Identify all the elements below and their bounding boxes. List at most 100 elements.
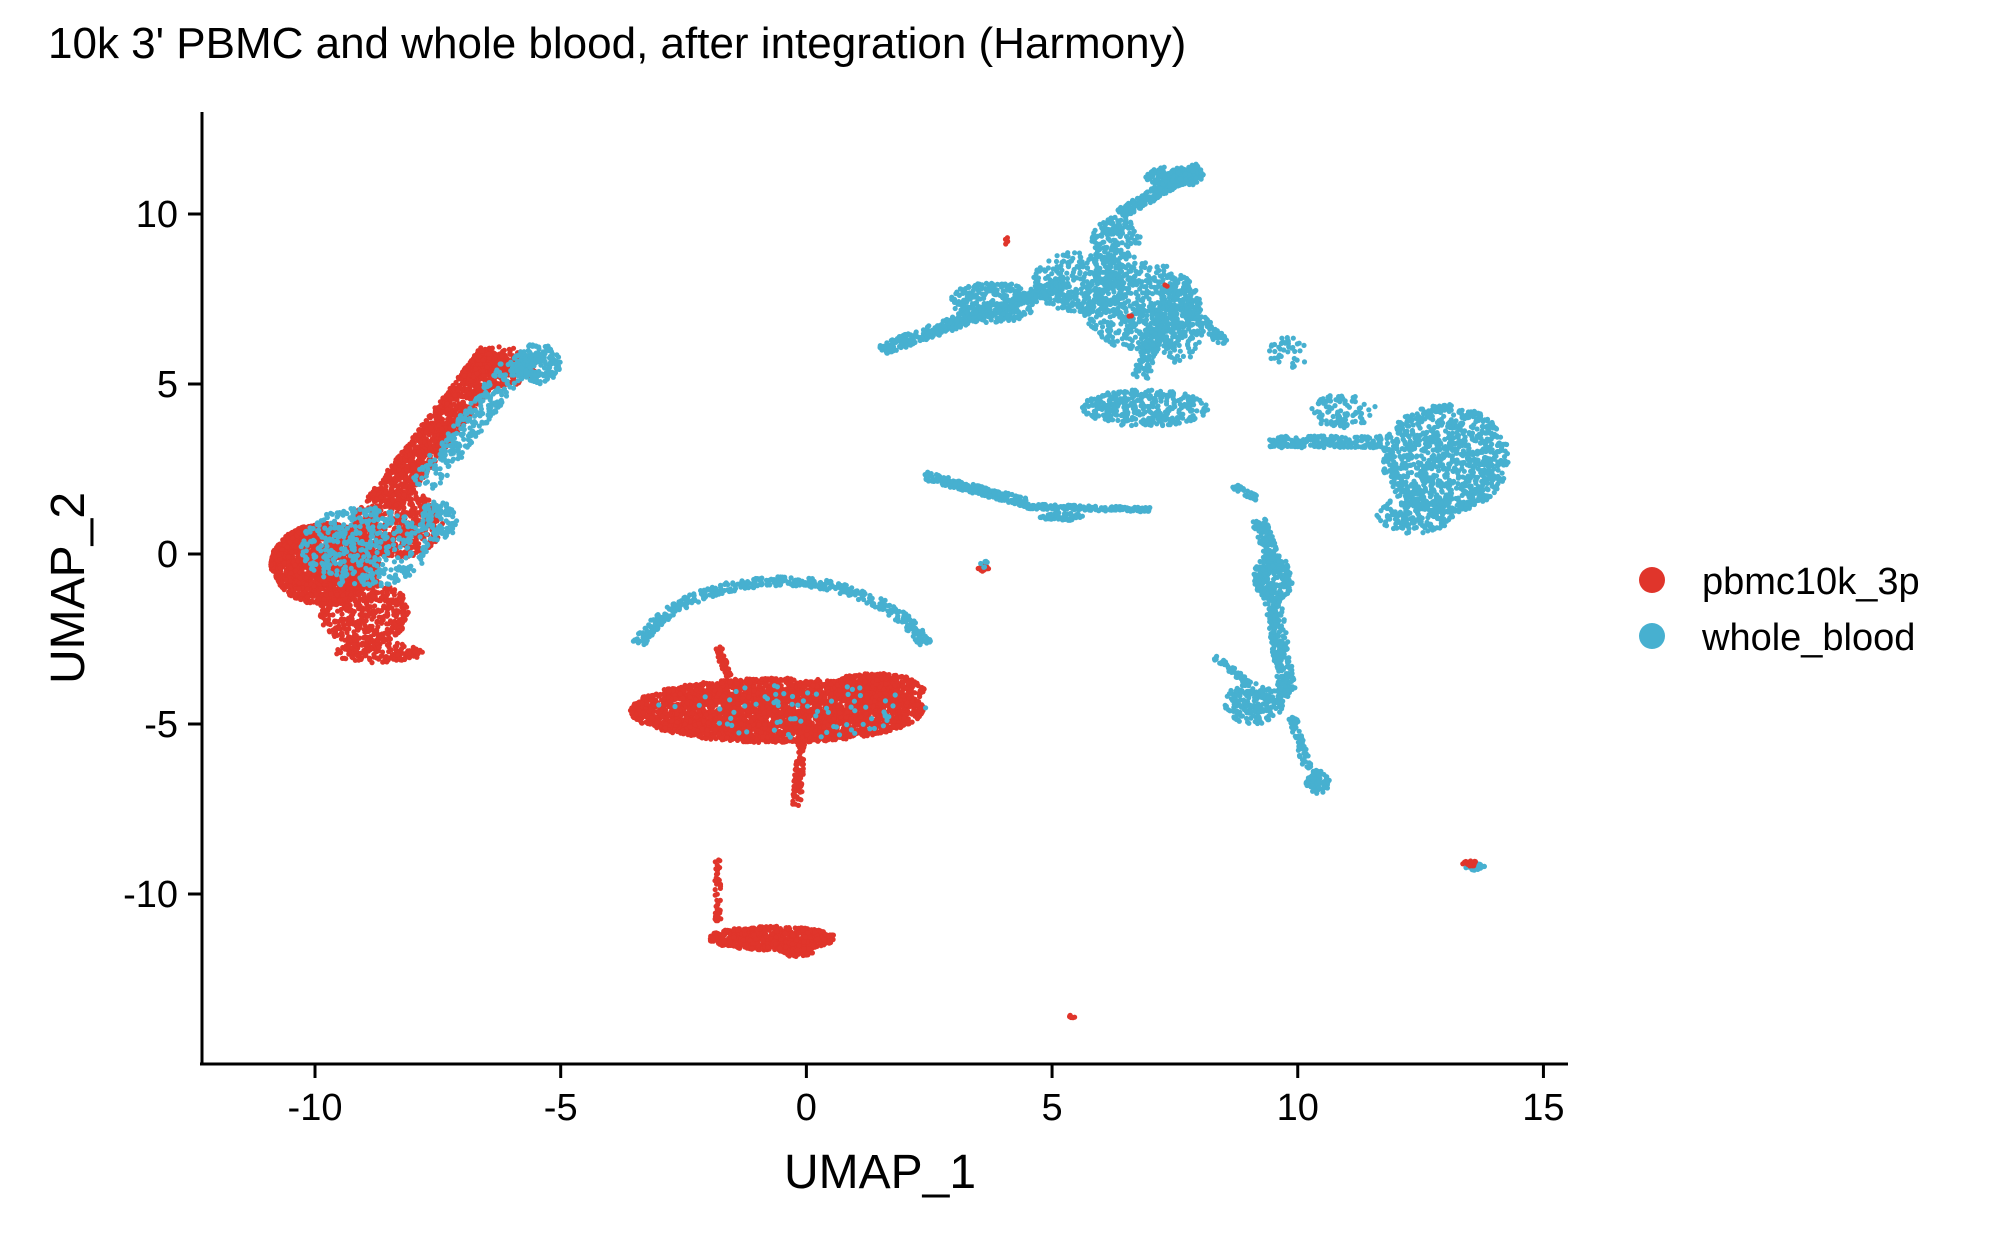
- point-pbmc10k_3p-1696: [277, 565, 283, 571]
- point-pbmc10k_3p-2139: [339, 630, 345, 636]
- point-whole_blood-4967: [491, 372, 497, 378]
- point-pbmc10k_3p-2153: [348, 585, 354, 591]
- point-whole_blood-4484: [315, 528, 321, 534]
- point-whole_blood-4582: [370, 533, 376, 539]
- point-whole_blood-4574: [300, 541, 306, 547]
- point-whole_blood-4611: [390, 537, 396, 543]
- point-whole_blood-4861: [446, 463, 452, 469]
- point-pbmc10k_3p-1614: [286, 591, 293, 597]
- point-whole_blood-4591: [309, 539, 315, 545]
- point-pbmc10k_3p-2164: [384, 590, 390, 597]
- point-pbmc10k_3p-3917: [371, 490, 377, 496]
- point-pbmc10k_3p-3925: [437, 403, 443, 409]
- point-whole_blood-4579: [324, 515, 330, 521]
- point-whole_blood-4482: [359, 547, 365, 553]
- point-pbmc10k_3p-4191: [491, 358, 498, 364]
- point-pbmc10k_3p-1600: [292, 592, 298, 598]
- point-whole_blood-4974: [449, 442, 455, 449]
- point-whole_blood-4596: [319, 534, 325, 540]
- point-whole_blood-4959: [428, 459, 434, 465]
- point-whole_blood-4717: [431, 507, 437, 513]
- point-pbmc10k_3p-2180: [370, 593, 376, 600]
- point-whole_blood-4896: [439, 457, 445, 463]
- point-pbmc10k_3p-1481: [304, 586, 310, 592]
- point-pbmc10k_3p-3893: [447, 411, 453, 417]
- point-whole_blood-4598: [343, 541, 349, 547]
- point-whole_blood-4602: [357, 540, 363, 546]
- point-pbmc10k_3p-2135: [332, 626, 338, 632]
- point-pbmc10k_3p-2099: [385, 601, 392, 607]
- point-whole_blood-4716: [444, 525, 450, 531]
- point-pbmc10k_3p-1153: [316, 575, 322, 582]
- point-whole_blood-4604: [374, 569, 380, 575]
- point-pbmc10k_3p-2151: [385, 605, 392, 611]
- point-pbmc10k_3p-3850: [466, 391, 472, 397]
- point-whole_blood-4608: [392, 579, 398, 585]
- point-pbmc10k_3p-3934: [416, 449, 422, 455]
- point-whole_blood-4917: [473, 409, 479, 415]
- point-whole_blood-4955: [501, 372, 507, 378]
- point-whole_blood-4468: [408, 563, 414, 569]
- point-pbmc10k_3p-3909: [390, 497, 396, 503]
- point-whole_blood-4718: [451, 509, 457, 516]
- point-pbmc10k_3p-3927: [404, 463, 410, 469]
- point-pbmc10k_3p-4153: [493, 352, 499, 358]
- point-whole_blood-4575: [383, 557, 389, 563]
- point-whole_blood-4594: [351, 569, 357, 575]
- point-whole_blood-4885: [484, 384, 490, 390]
- point-whole_blood-4200: [321, 574, 327, 580]
- point-whole_blood-4906: [459, 454, 465, 460]
- point-pbmc10k_3p-2196: [317, 613, 323, 619]
- point-pbmc10k_3p-3890: [378, 494, 384, 500]
- point-pbmc10k_3p-1647: [310, 544, 316, 550]
- point-whole_blood-4441: [325, 564, 331, 570]
- point-whole_blood-4321: [371, 518, 377, 524]
- point-pbmc10k_3p-3915: [415, 458, 421, 464]
- point-pbmc10k_3p-2186: [384, 610, 391, 616]
- point-pbmc10k_3p-1633: [288, 570, 294, 577]
- point-pbmc10k_3p-3761: [393, 502, 399, 508]
- point-whole_blood-4719: [417, 522, 423, 528]
- point-whole_blood-4973: [498, 389, 504, 395]
- point-pbmc10k_3p-1452: [299, 591, 305, 597]
- point-pbmc10k_3p-2346: [359, 642, 365, 648]
- point-pbmc10k_3p-3891: [382, 476, 388, 482]
- point-pbmc10k_3p-2191: [343, 606, 349, 612]
- point-whole_blood-4593: [379, 568, 385, 574]
- point-whole_blood-4879: [498, 397, 504, 403]
- point-whole_blood-4843: [476, 394, 482, 400]
- point-whole_blood-4935: [504, 378, 510, 384]
- point-whole_blood-4782: [445, 431, 451, 437]
- point-whole_blood-4829: [432, 482, 438, 488]
- point-whole_blood-4437: [328, 570, 334, 576]
- point-whole_blood-4520: [405, 569, 411, 575]
- point-whole_blood-4599: [343, 567, 349, 573]
- point-pbmc10k_3p-2124: [340, 592, 346, 598]
- point-whole_blood-4523: [350, 535, 356, 541]
- point-pbmc10k_3p-1687: [272, 553, 278, 560]
- point-whole_blood-4887: [478, 406, 484, 412]
- point-pbmc10k_3p-3740: [452, 392, 458, 398]
- point-pbmc10k_3p-4185: [473, 366, 479, 372]
- point-pbmc10k_3p-2175: [397, 628, 403, 634]
- point-pbmc10k_3p-2035: [391, 608, 397, 615]
- point-whole_blood-4285: [403, 555, 409, 561]
- point-whole_blood-4549: [367, 567, 374, 573]
- point-whole_blood-4662: [443, 518, 449, 524]
- point-pbmc10k_3p-3786: [416, 427, 422, 433]
- point-pbmc10k_3p-3866: [417, 432, 423, 438]
- point-pbmc10k_3p-2061: [379, 614, 385, 621]
- point-whole_blood-4893: [472, 398, 478, 404]
- point-pbmc10k_3p-3777: [432, 438, 438, 444]
- point-whole_blood-4559: [352, 581, 358, 587]
- point-whole_blood-4601: [364, 575, 370, 581]
- point-pbmc10k_3p-4174: [480, 372, 487, 378]
- point-pbmc10k_3p-2046: [387, 618, 394, 624]
- point-pbmc10k_3p-3837: [387, 474, 393, 480]
- point-pbmc10k_3p-3817: [460, 399, 466, 405]
- point-whole_blood-4612: [339, 576, 345, 582]
- point-whole_blood-4606: [374, 563, 380, 569]
- point-whole_blood-4287: [364, 558, 370, 564]
- point-whole_blood-4231: [391, 559, 397, 565]
- point-pbmc10k_3p-3656: [383, 489, 389, 495]
